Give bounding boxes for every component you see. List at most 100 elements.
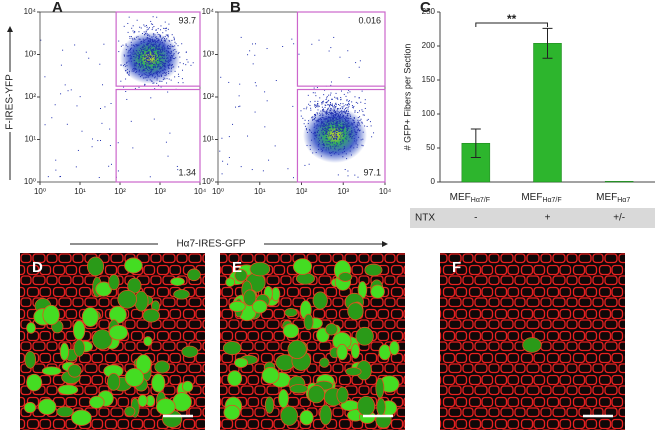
cell-event bbox=[148, 39, 150, 41]
gfp-fiber bbox=[282, 323, 300, 339]
cell-event bbox=[346, 120, 348, 122]
cell-event bbox=[367, 118, 369, 120]
gfp-fiber bbox=[222, 341, 242, 356]
cell-event bbox=[314, 92, 316, 94]
cell-event bbox=[145, 30, 147, 32]
cell-event bbox=[145, 47, 147, 49]
cell-event bbox=[334, 132, 336, 134]
cell-event bbox=[161, 58, 163, 60]
cell-event bbox=[139, 66, 141, 68]
cell-event bbox=[335, 114, 337, 116]
cell-event bbox=[154, 76, 156, 78]
cell-event bbox=[148, 72, 150, 74]
cell-event bbox=[336, 139, 338, 141]
cell-event bbox=[330, 129, 332, 131]
cell-event bbox=[353, 129, 355, 131]
cell-event bbox=[329, 94, 331, 96]
cell-event bbox=[347, 113, 349, 115]
cell-event bbox=[326, 118, 328, 120]
cell-event bbox=[137, 36, 139, 38]
cell-event bbox=[334, 114, 336, 116]
cell-event bbox=[138, 53, 140, 55]
cell-event bbox=[264, 126, 266, 128]
cell-event bbox=[232, 123, 234, 125]
cell-event bbox=[345, 123, 347, 125]
cell-event bbox=[170, 79, 172, 81]
cell-event bbox=[66, 123, 68, 125]
cell-event bbox=[75, 166, 77, 168]
cell-event bbox=[322, 126, 324, 128]
cell-event bbox=[335, 113, 337, 115]
cell-event bbox=[134, 53, 136, 55]
cell-event bbox=[342, 132, 344, 134]
cell-event bbox=[162, 46, 164, 48]
cell-event bbox=[335, 131, 337, 133]
cell-event bbox=[358, 122, 360, 124]
cell-event bbox=[162, 36, 164, 38]
y-tick-label: 250 bbox=[422, 7, 436, 16]
cell-event bbox=[146, 74, 148, 76]
cell-event bbox=[167, 65, 169, 67]
cell-event bbox=[145, 63, 147, 65]
cell-event bbox=[101, 122, 103, 124]
cell-event bbox=[240, 166, 242, 168]
cell-event bbox=[140, 59, 142, 61]
cell-event bbox=[123, 55, 125, 57]
cell-event bbox=[321, 133, 323, 135]
cell-event bbox=[333, 116, 335, 118]
cell-event bbox=[126, 61, 128, 63]
cell-event bbox=[309, 105, 311, 107]
x-tick-label: 10⁴ bbox=[379, 187, 392, 196]
gfp-fiber bbox=[234, 357, 249, 368]
cell-event bbox=[332, 118, 334, 120]
cell-event bbox=[359, 125, 361, 127]
cell-event bbox=[171, 64, 173, 66]
cell-event bbox=[170, 58, 172, 60]
cell-event bbox=[146, 45, 148, 47]
cell-event bbox=[360, 101, 362, 103]
cell-event bbox=[330, 155, 332, 157]
cell-event bbox=[154, 57, 156, 59]
cell-event bbox=[163, 63, 165, 65]
cell-event bbox=[148, 63, 150, 65]
cell-event bbox=[150, 42, 152, 44]
cell-event bbox=[132, 147, 134, 149]
cell-event bbox=[159, 43, 161, 45]
cell-event bbox=[151, 51, 153, 53]
cell-event bbox=[144, 67, 146, 69]
cell-event bbox=[330, 120, 332, 122]
cell-event bbox=[312, 133, 314, 135]
cell-event bbox=[164, 66, 166, 68]
cell-event bbox=[145, 38, 147, 40]
cell-event bbox=[358, 97, 360, 99]
cell-event bbox=[304, 119, 306, 121]
cell-event bbox=[60, 175, 62, 177]
cell-event bbox=[328, 127, 330, 129]
cell-event bbox=[150, 73, 152, 75]
cell-event bbox=[336, 110, 338, 112]
cell-event bbox=[327, 126, 329, 128]
cell-event bbox=[147, 44, 149, 46]
gfp-fiber bbox=[376, 398, 386, 416]
cell-event bbox=[339, 126, 341, 128]
cell-event bbox=[157, 52, 159, 54]
cell-event bbox=[354, 96, 356, 98]
cell-event bbox=[137, 57, 139, 59]
cell-event bbox=[332, 128, 334, 130]
cell-event bbox=[162, 55, 164, 57]
cell-event bbox=[331, 105, 333, 107]
cell-event bbox=[323, 111, 325, 113]
cell-event bbox=[151, 51, 153, 53]
cell-event bbox=[54, 104, 56, 106]
cell-event bbox=[347, 170, 349, 172]
cell-event bbox=[331, 103, 333, 105]
cell-event bbox=[143, 60, 145, 62]
cell-event bbox=[134, 59, 136, 61]
cell-event bbox=[333, 106, 335, 108]
gfp-fiber bbox=[89, 395, 105, 409]
cell-event bbox=[312, 118, 314, 120]
cell-event bbox=[331, 98, 333, 100]
cell-event bbox=[136, 50, 138, 52]
cell-event bbox=[138, 55, 140, 57]
cell-event bbox=[334, 138, 336, 140]
